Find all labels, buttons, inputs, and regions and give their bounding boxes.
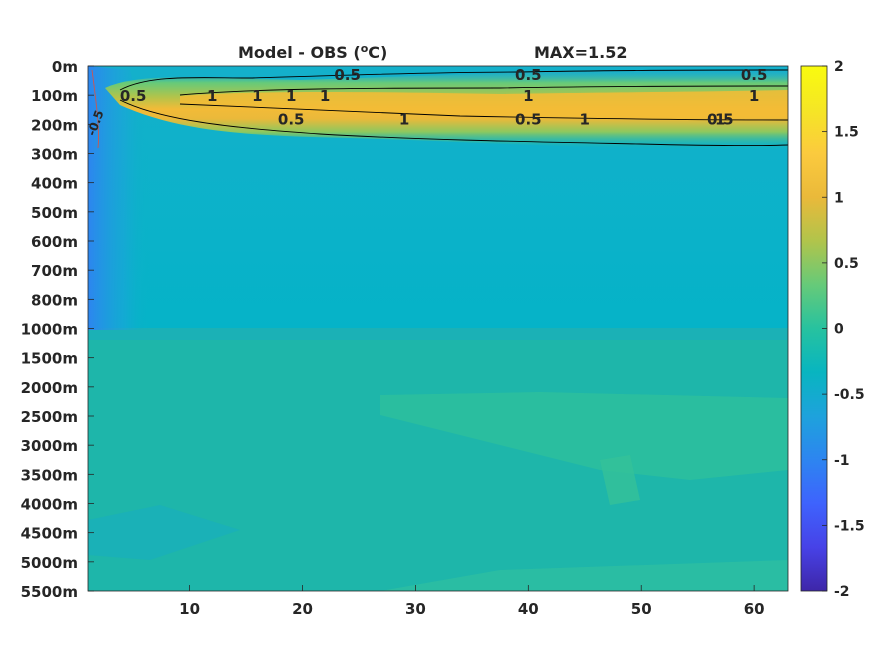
y-tick-label: 3000m bbox=[21, 437, 78, 455]
y-tick-label: 4500m bbox=[21, 525, 78, 543]
y-tick-label: 4000m bbox=[21, 496, 78, 514]
cold-left-region bbox=[88, 66, 150, 330]
contour-label: 0.5 bbox=[120, 87, 147, 105]
y-tick-label: 1500m bbox=[21, 350, 78, 368]
colorbar-tick-label: -1 bbox=[834, 453, 850, 469]
colorbar-tick-label: 2 bbox=[834, 59, 844, 75]
colorbar-tick-label: -0.5 bbox=[834, 387, 865, 403]
y-tick-label: 2500m bbox=[21, 408, 78, 426]
y-tick-label: 2000m bbox=[21, 379, 78, 397]
y-tick-label: 5500m bbox=[21, 583, 78, 601]
chart-title-right: MAX=1.52 bbox=[534, 43, 628, 62]
x-tick-label: 40 bbox=[518, 600, 539, 618]
x-tick-label: 20 bbox=[292, 600, 313, 618]
contour-label: 0.5 bbox=[515, 66, 542, 84]
y-tick-label: 700m bbox=[31, 262, 78, 280]
x-tick-label: 60 bbox=[744, 600, 765, 618]
y-tick-label: 600m bbox=[31, 233, 78, 251]
contour-label: 1 bbox=[580, 110, 590, 128]
contour-label: 1 bbox=[523, 87, 533, 105]
contour-neg0.5 bbox=[91, 69, 99, 149]
x-tick-label: 50 bbox=[631, 600, 652, 618]
x-tick-label: 30 bbox=[405, 600, 426, 618]
y-tick-label: 500m bbox=[31, 204, 78, 222]
contour-label: 0.5 bbox=[707, 110, 734, 128]
contour-0.5-lower bbox=[119, 99, 789, 147]
contour-label: 1 bbox=[399, 110, 409, 128]
deep-warm-patch bbox=[380, 392, 788, 480]
bottom-warm-strip bbox=[380, 560, 788, 591]
colorbar-tick-label: 0 bbox=[834, 322, 844, 338]
y-tick-labels: 0m 100m 200m 300m 400m 500m 600m 700m 800m 1000m 1… bbox=[21, 58, 94, 601]
y-tick-label: 400m bbox=[31, 175, 78, 193]
contour-1-upper bbox=[179, 85, 789, 96]
contour-label: 0.5 bbox=[278, 110, 305, 128]
y-tick-label: 5000m bbox=[21, 554, 78, 572]
y-tick-label: 800m bbox=[31, 291, 78, 309]
colorbar-tick-label: -1.5 bbox=[834, 518, 865, 534]
abyss-patch bbox=[600, 455, 640, 505]
contour-1-lower bbox=[179, 103, 789, 121]
colorbar-tick-label: 1 bbox=[834, 190, 844, 206]
colorbar-tick-label: -2 bbox=[834, 584, 850, 600]
x-tick-labels: 10 20 30 40 50 60 bbox=[179, 585, 765, 618]
y-tick-label: 1000m bbox=[21, 321, 78, 339]
contour-label: 1 bbox=[207, 87, 217, 105]
y-tick-label: 200m bbox=[31, 116, 78, 134]
y-tick-label: 0m bbox=[52, 58, 78, 76]
contour-label: 0.5 bbox=[334, 66, 361, 84]
contour-label: 0.5 bbox=[741, 66, 768, 84]
contour-label: 1 bbox=[715, 110, 725, 128]
contour-label: 0.5 bbox=[515, 110, 542, 128]
y-tick-label: 300m bbox=[31, 146, 78, 164]
contour-0.5-upper bbox=[119, 69, 789, 91]
x-tick-label: 10 bbox=[179, 600, 200, 618]
contour-label: 1 bbox=[320, 87, 330, 105]
y-tick-label: 100m bbox=[31, 87, 78, 105]
warm-core bbox=[180, 90, 788, 119]
contour-label: 1 bbox=[252, 87, 262, 105]
colorbar-tick-labels: 2 1.5 1 0.5 0 -0.5 -1 -1.5 -2 bbox=[822, 59, 865, 600]
contour-label: 1 bbox=[286, 87, 296, 105]
colorbar-tick-label: 1.5 bbox=[834, 125, 859, 141]
colorbar: 2 1.5 1 0.5 0 -0.5 -1 -1.5 -2 bbox=[800, 59, 865, 600]
y-tick-label: 3500m bbox=[21, 466, 78, 484]
contour-label: 1 bbox=[749, 87, 759, 105]
lower-left-cool bbox=[88, 505, 240, 560]
colorbar-tick-label: 0.5 bbox=[834, 256, 859, 272]
chart-title-left: Model - OBS (oC) bbox=[238, 42, 387, 62]
